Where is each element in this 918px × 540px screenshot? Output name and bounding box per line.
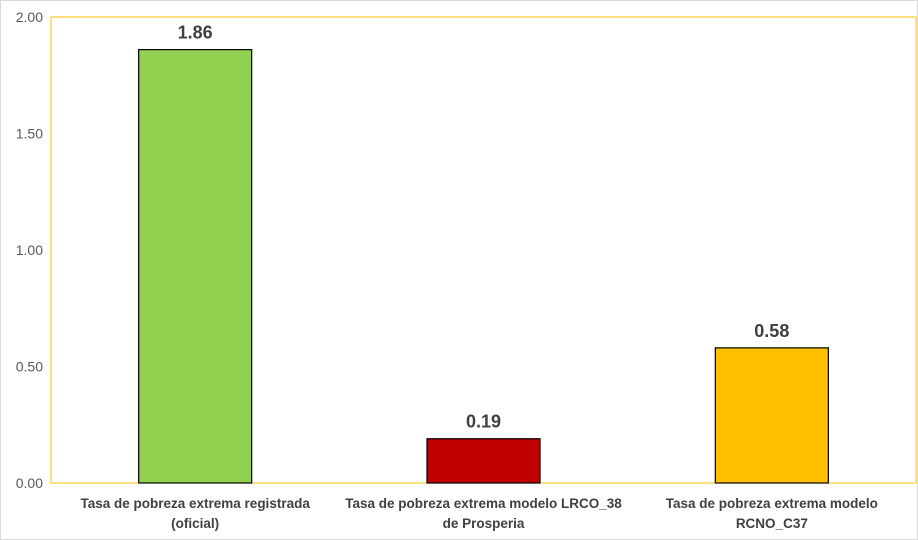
category-label: Tasa de pobreza extrema registrada xyxy=(80,496,310,511)
y-tick-label: 0.00 xyxy=(16,475,43,491)
bar xyxy=(714,347,829,484)
category-label: de Prosperia xyxy=(443,516,525,531)
y-tick-label: 1.00 xyxy=(16,242,43,258)
bar xyxy=(426,438,541,484)
bar xyxy=(138,49,253,484)
data-label: 0.19 xyxy=(466,412,501,432)
category-label: RCNO_C37 xyxy=(736,516,808,531)
data-label: 0.58 xyxy=(754,321,789,341)
category-label: Tasa de pobreza extrema modelo LRCO_38 xyxy=(345,496,622,511)
y-tick-label: 2.00 xyxy=(16,9,43,25)
y-tick-label: 0.50 xyxy=(16,359,43,375)
category-label: Tasa de pobreza extrema modelo xyxy=(666,496,878,511)
category-label: (oficial) xyxy=(171,516,219,531)
y-tick-label: 1.50 xyxy=(16,126,43,142)
data-label: 1.86 xyxy=(178,23,213,43)
